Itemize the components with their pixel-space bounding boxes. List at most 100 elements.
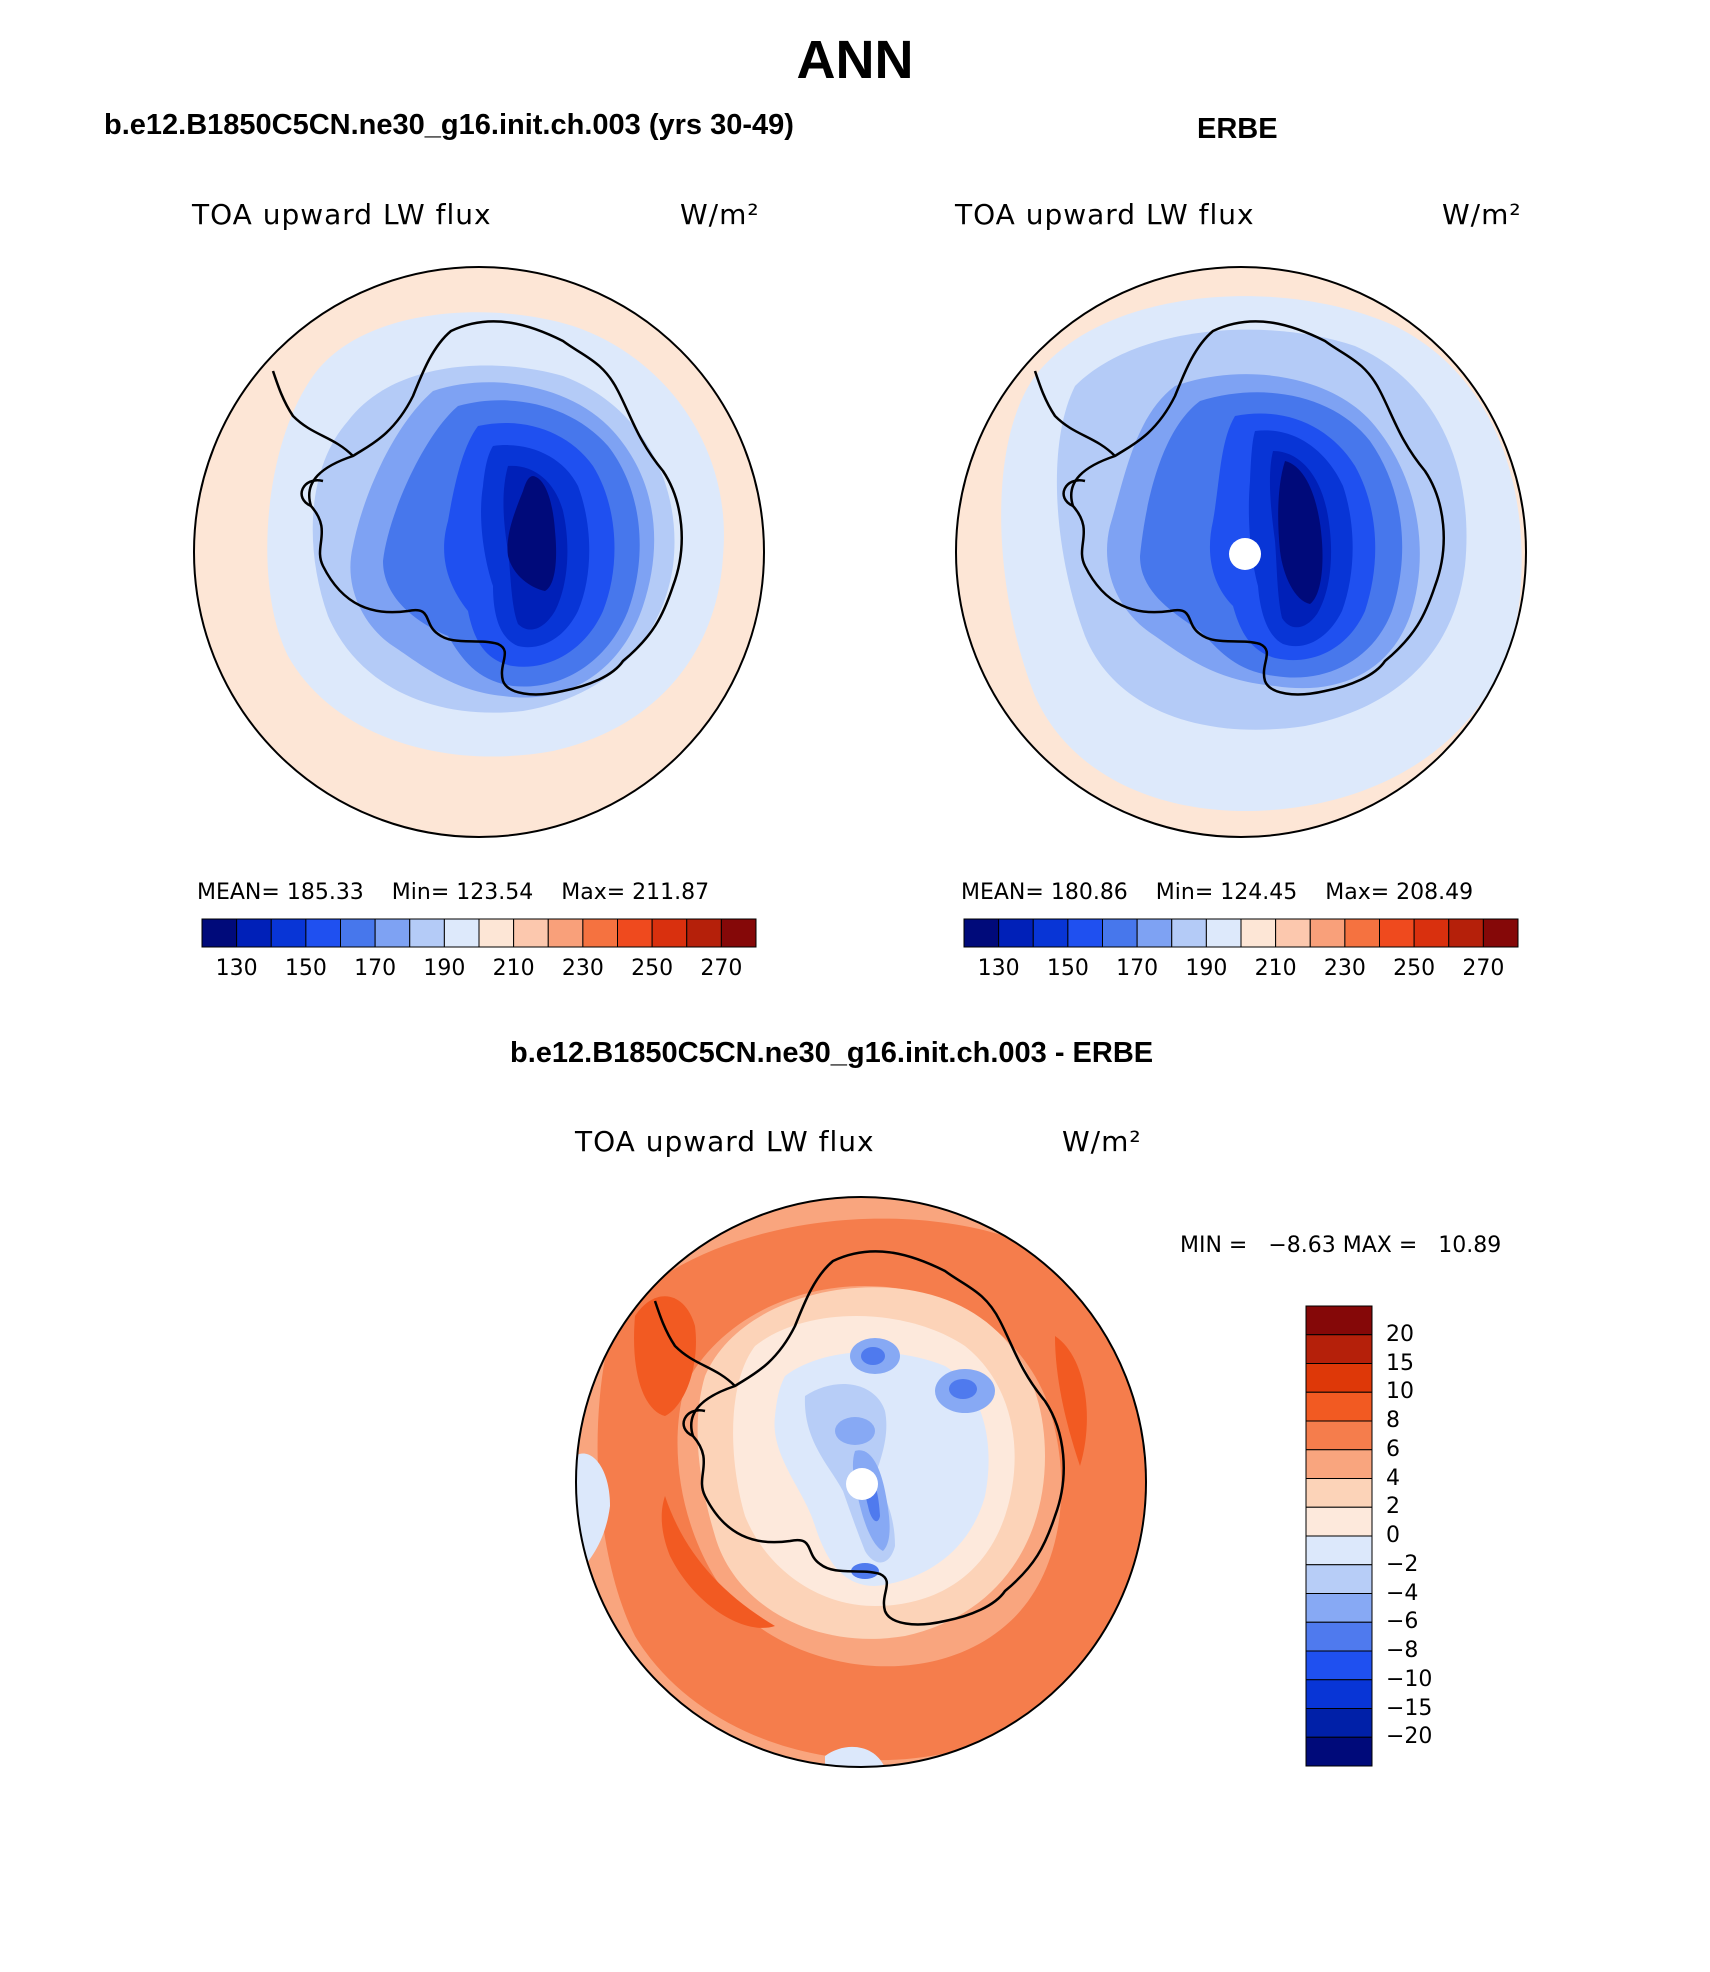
colorbar-swatch <box>1240 918 1277 948</box>
colorbar-tick-label: 150 <box>284 956 327 981</box>
colorbar-swatch <box>720 918 757 948</box>
colorbar-swatch <box>1102 918 1138 948</box>
panel1-max-label: Max= <box>561 880 626 905</box>
panel3-field-neg-a-core <box>861 1347 885 1365</box>
panel1-title: b.e12.B1850C5CN.ne30_g16.init.ch.003 (yr… <box>104 109 794 141</box>
panel1-mean-label: MEAN= <box>197 880 280 905</box>
colorbar-tick-label: 270 <box>1462 956 1505 981</box>
colorbar-swatch <box>1305 1449 1373 1479</box>
panel3-field-hot-east <box>1055 1336 1087 1466</box>
colorbar-swatch <box>1305 1593 1373 1623</box>
colorbar-tick-label: 20 <box>1386 1321 1414 1347</box>
colorbar-swatch <box>201 918 238 948</box>
colorbar-tick-label: 170 <box>354 956 397 981</box>
colorbar-swatch <box>1305 1478 1373 1508</box>
colorbar-tick-label: 130 <box>215 956 258 981</box>
colorbar-swatch <box>478 918 515 948</box>
panel3-pole-hole <box>846 1468 878 1500</box>
colorbar-tick-label: 190 <box>423 956 466 981</box>
colorbar-tick-label: −6 <box>1386 1609 1419 1635</box>
panel2-units-label: W/m² <box>1442 198 1522 231</box>
panel3-field-cool-bottom <box>825 1746 885 1767</box>
colorbar-tick-label: 250 <box>1393 956 1436 981</box>
colorbar-tick-label: 6 <box>1386 1436 1400 1462</box>
panel3-field-neg-b-core <box>949 1379 977 1399</box>
colorbar-swatch <box>1379 918 1415 948</box>
colorbar-swatch <box>1482 918 1519 948</box>
panel2-mean-label: MEAN= <box>961 880 1044 905</box>
colorbar-tick-label: 15 <box>1386 1350 1414 1376</box>
colorbar-swatch <box>617 918 653 948</box>
panel2-max-value: 208.49 <box>1396 880 1474 905</box>
colorbar-tick-label: 210 <box>492 956 535 981</box>
colorbar-swatch <box>1305 1391 1373 1422</box>
colorbar-swatch <box>1305 1305 1373 1336</box>
panel2-mean-value: 180.86 <box>1050 880 1128 905</box>
panel2-colorbar <box>963 918 1519 948</box>
panel3-field-neg-c <box>835 1417 875 1445</box>
colorbar-swatch <box>1032 918 1069 948</box>
colorbar-tick-label: 150 <box>1046 956 1089 981</box>
colorbar-tick-label: 130 <box>977 956 1020 981</box>
colorbar-tick-label: 170 <box>1116 956 1159 981</box>
colorbar-swatch <box>686 918 722 948</box>
colorbar-tick-label: 10 <box>1386 1379 1414 1405</box>
panel3-field-hot-south <box>661 1496 775 1628</box>
panel3-variable-label: TOA upward LW flux <box>575 1125 875 1158</box>
colorbar-swatch <box>963 918 1000 948</box>
colorbar-tick-label: 230 <box>561 956 604 981</box>
panel1-colorbar <box>201 918 757 948</box>
panel2-peninsula <box>1033 370 1116 508</box>
colorbar-swatch <box>1305 1708 1373 1738</box>
colorbar-swatch <box>1305 1334 1373 1364</box>
colorbar-tick-label: 0 <box>1386 1523 1400 1548</box>
colorbar-swatch <box>443 918 480 948</box>
colorbar-swatch <box>1305 1679 1373 1709</box>
panel3-field-ring-high <box>597 1218 1146 1761</box>
colorbar-swatch <box>305 918 341 948</box>
panel1-peninsula <box>271 370 354 508</box>
colorbar-tick-label: −20 <box>1386 1724 1433 1750</box>
colorbar-swatch <box>1136 918 1173 948</box>
colorbar-swatch <box>1171 918 1207 948</box>
colorbar-swatch <box>1305 1621 1373 1652</box>
colorbar-swatch <box>270 918 307 948</box>
panel1-polar-map <box>193 266 765 838</box>
panel1-units-label: W/m² <box>680 198 760 231</box>
panel3-peninsula <box>653 1300 736 1438</box>
colorbar-swatch <box>998 918 1034 948</box>
colorbar-swatch <box>513 918 549 948</box>
panel2-variable-label: TOA upward LW flux <box>955 198 1255 231</box>
colorbar-swatch <box>1305 1506 1373 1537</box>
panel2-max-label: Max= <box>1325 880 1390 905</box>
colorbar-swatch <box>340 918 376 948</box>
panel1-field-core <box>507 476 557 591</box>
panel3-max-label: MAX = <box>1342 1233 1418 1258</box>
colorbar-swatch <box>409 918 445 948</box>
colorbar-tick-label: 190 <box>1185 956 1228 981</box>
colorbar-tick-label: 270 <box>700 956 743 981</box>
panel3-units-label: W/m² <box>1062 1125 1142 1158</box>
colorbar-swatch <box>1305 1564 1373 1594</box>
colorbar-tick-label: −15 <box>1386 1695 1433 1721</box>
panel3-min-value: −8.63 <box>1268 1233 1336 1258</box>
colorbar-swatch <box>547 918 584 948</box>
colorbar-swatch <box>1305 1363 1373 1393</box>
panel1-max-value: 211.87 <box>632 880 710 905</box>
colorbar-swatch <box>1305 1535 1373 1566</box>
panel2-min-value: 124.45 <box>1220 880 1298 905</box>
panel3-colorbar <box>1305 1305 1373 1767</box>
panel2-field-core <box>1278 461 1323 604</box>
panel1-coastline <box>308 320 683 696</box>
panel1-mean-value: 185.33 <box>286 880 364 905</box>
panel2-coastline <box>1070 320 1445 696</box>
panel3-field-hot-west <box>634 1296 696 1416</box>
colorbar-tick-label: 250 <box>631 956 674 981</box>
colorbar-swatch <box>1067 918 1103 948</box>
panel1-min-label: Min= <box>391 880 450 905</box>
colorbar-swatch <box>1309 918 1346 948</box>
figure-title: ANN <box>796 30 914 90</box>
panel3-colorbar-ticks: 20 15 10 8 6 4 2 0 −2 −4 −6 −8 −10 −15 −20 <box>1386 1306 1466 1766</box>
colorbar-tick-label: 8 <box>1386 1408 1400 1433</box>
panel2-title: ERBE <box>1197 113 1278 145</box>
